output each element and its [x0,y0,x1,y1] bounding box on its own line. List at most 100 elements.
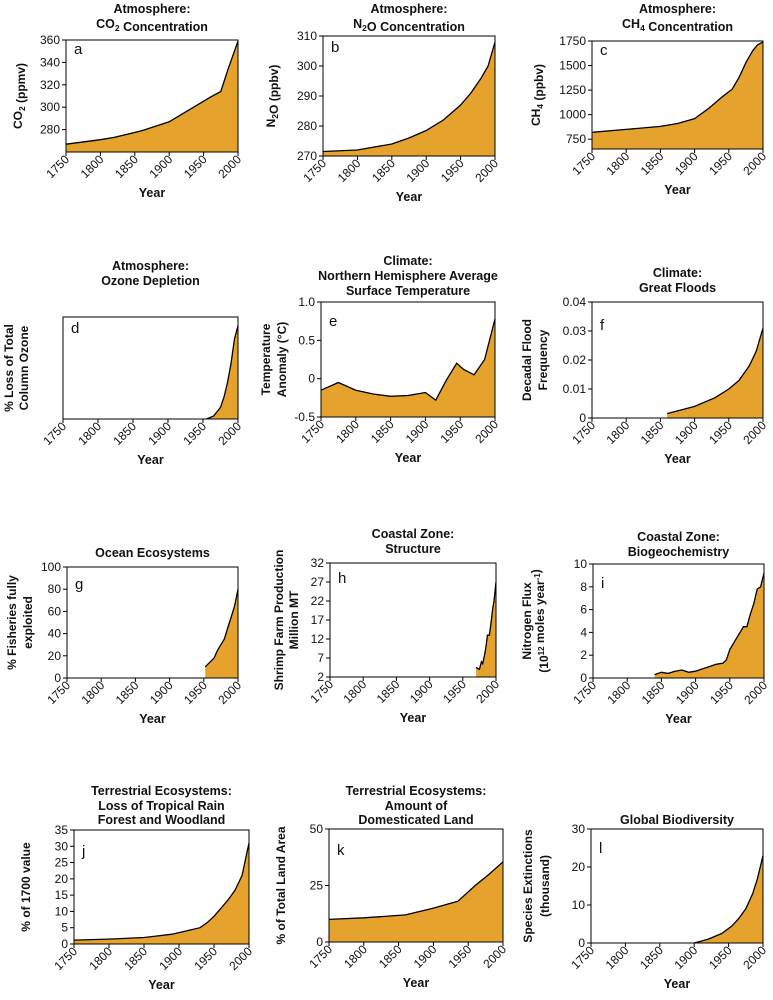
chart-title-line: CO2 Concentration [96,17,208,34]
area-fill [321,318,495,417]
panel-letter: j [81,843,85,860]
panel-d: 1750 1800 1850 1900 1950 2000 Year Atmosphere:O… [2,259,244,467]
x-tick-label: 2000 [215,152,244,181]
x-tick-label: 1800 [335,156,364,185]
x-tick-label: 2000 [472,156,501,185]
x-tick-label: 1950 [706,149,735,178]
x-tick-label: 1950 [438,417,467,446]
area-fill [66,41,238,152]
series-line [206,325,239,420]
area-fill [592,42,763,149]
x-tick-label: 1850 [639,678,668,707]
x-tick-label: 1900 [404,156,433,185]
x-tick-label: 1850 [368,417,397,446]
x-tick-label: 1750 [569,418,598,447]
y-tick-label: 80 [48,582,62,596]
y-tick-label: 12 [311,632,325,646]
y-axis-label-line: % Loss of Total [2,324,16,412]
x-tick-label: 1850 [112,152,141,181]
y-axis-label-line: Species Extinctions [521,829,535,943]
y-tick-label: 290 [297,89,317,103]
y-tick-label: 20 [572,860,586,874]
x-tick-label: 1800 [79,678,108,707]
chart-title-line: Forest and Woodland [98,813,226,827]
x-tick-label: 1800 [86,944,115,973]
x-tick-label: 1900 [672,149,701,178]
y-tick-label: 0 [61,937,68,951]
chart-title-line: Climate: [653,266,702,280]
x-tick-label: 2000 [740,418,769,447]
y-axis-label-line: exploited [21,596,35,649]
y-tick-label: 0 [579,411,586,425]
y-tick-label: 20 [55,872,69,886]
y-tick-label: 50 [310,822,324,836]
x-tick-label: 1850 [121,944,150,973]
x-tick-label: 1750 [40,419,69,448]
y-axis-label-line: Frequency [536,329,550,390]
y-axis-label-line: Shrimp Farm Production [272,550,286,691]
x-tick-label: 1800 [75,419,104,448]
x-tick-label: 1900 [672,943,701,972]
panel-letter: l [599,840,602,857]
x-tick-label: 1950 [181,678,210,707]
y-axis-label-line: Column Ozone [17,325,31,410]
chart-title-line: Loss of Tropical Rain [98,799,224,813]
y-tick-label: -0.5 [294,410,315,424]
y-axis-label-line: Temperature [259,323,273,395]
y-tick-label: 2 [580,648,587,662]
panel-l: 0 10 20 30 1750 1800 1850 1900 1950 2000 Year Globa… [521,813,769,991]
y-tick-label: 0 [580,671,587,685]
panel-letter: g [75,576,83,593]
x-tick-label: 1750 [43,152,72,181]
y-axis-label-line: (1012 moles year-1) [529,569,551,672]
y-tick-label: 1750 [559,34,586,48]
y-tick-label: 15 [55,888,69,902]
x-axis-label: Year [139,186,166,200]
plot-frame [590,828,764,944]
series-line [591,41,764,133]
y-tick-label: 300 [40,100,60,114]
x-tick-label: 1950 [180,419,209,448]
chart-title-line: Ocean Ecosystems [95,546,210,560]
y-tick-label: 6 [580,603,587,617]
x-tick-label: 1950 [706,418,735,447]
x-axis-label: Year [139,712,166,726]
x-tick-label: 1850 [374,677,403,706]
chart-title-line: Biogeochemistry [628,545,729,559]
chart-title-line: Global Biodiversity [620,813,734,827]
x-axis-label: Year [403,976,430,990]
x-tick-label: 1950 [438,156,467,185]
panel-i: 0 2 4 6 8 10 1750 1800 1850 1900 1950 2000 Year Coast… [520,530,770,726]
panel-letter: c [600,42,608,59]
y-tick-label: 35 [55,823,69,837]
y-tick-label: 25 [55,856,69,870]
chart-title-line: Northern Hemisphere Average [318,269,498,283]
x-tick-label: 1800 [605,678,634,707]
x-tick-label: 2000 [741,678,770,707]
x-tick-label: 1750 [306,942,335,971]
chart-title-line: Atmosphere: [112,259,189,273]
panel-g: 0 20 40 60 80 100 1750 1800 1850 1900 1950 2000 Year… [5,546,244,726]
x-tick-label: 1750 [44,678,73,707]
x-tick-label: 2000 [215,419,244,448]
series-line [694,855,764,944]
series-line [204,589,239,668]
x-tick-label: 1850 [110,419,139,448]
area-fill [205,589,238,678]
y-tick-label: 30 [55,839,69,853]
x-axis-label: Year [664,183,691,197]
series-line [328,861,504,921]
chart-title-line: Ozone Depletion [101,274,200,288]
y-tick-label: 8 [580,580,587,594]
x-tick-label: 2000 [226,944,255,973]
chart-title-line: Structure [385,542,441,556]
plot-frame [329,562,497,678]
chart-title-line: Atmosphere: [639,2,716,16]
y-axis-label-line: Nitrogen Flux [520,582,534,660]
y-tick-label: 1500 [559,59,586,73]
x-tick-label: 1850 [369,156,398,185]
